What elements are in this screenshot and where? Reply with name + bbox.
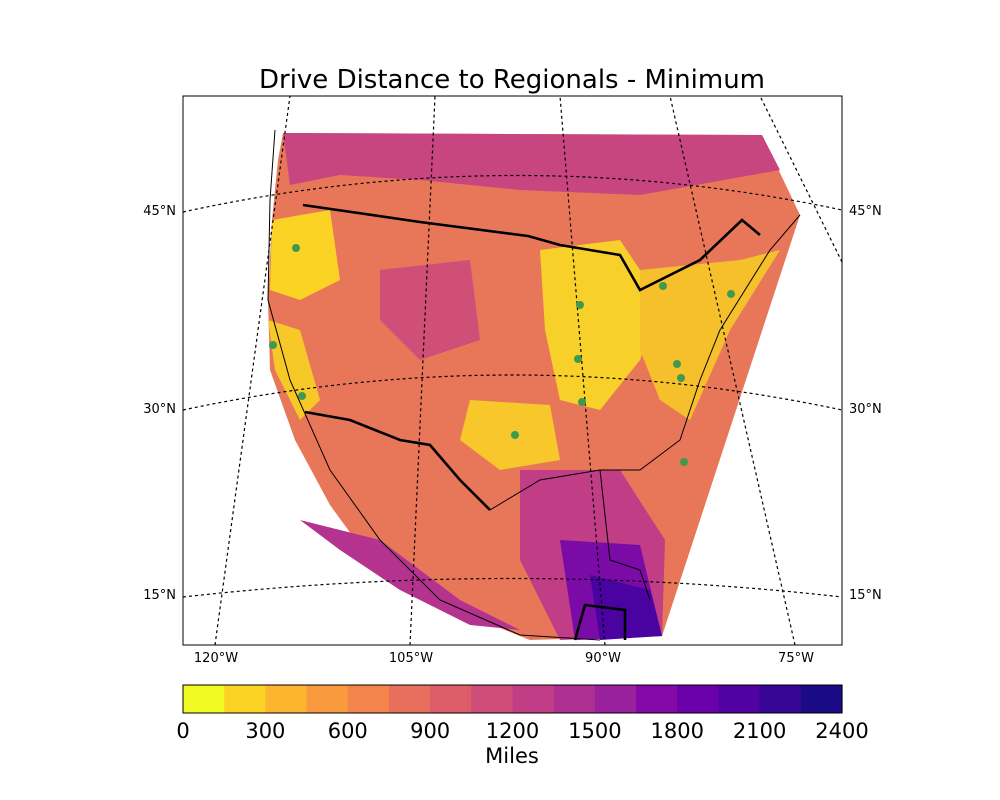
colorbar-swatch <box>430 685 472 713</box>
map-frame <box>182 95 843 646</box>
colorbar-swatch <box>347 685 390 713</box>
colorbar-swatch <box>718 685 761 713</box>
colorbar-swatch <box>636 685 678 713</box>
colorbar-label: Miles <box>485 744 539 768</box>
colorbar-tick-label: 2100 <box>733 719 786 743</box>
colorbar-swatch <box>594 685 637 713</box>
lat-label-left-15: 15°N <box>143 588 176 603</box>
lat-label-left-45: 45°N <box>143 204 176 219</box>
lat-label-right-45: 45°N <box>849 204 882 219</box>
colorbar-swatch <box>388 685 431 713</box>
lat-label-left-30: 30°N <box>143 402 176 417</box>
colorbar-swatch <box>512 685 555 713</box>
colorbar-swatch <box>800 685 843 713</box>
colorbar-frame <box>182 684 843 714</box>
map-area <box>183 96 842 645</box>
lat-label-right-15: 15°N <box>849 588 882 603</box>
lon-label-105w: 105°W <box>389 651 433 666</box>
lon-label-120w: 120°W <box>194 651 238 666</box>
colorbar-tick-label: 1200 <box>486 719 539 743</box>
colorbar-tick-label: 600 <box>328 719 368 743</box>
colorbar-tick-label: 900 <box>410 719 450 743</box>
colorbar-swatch <box>471 685 514 713</box>
colorbar-tick-label: 1500 <box>568 719 621 743</box>
colorbar-ticks: 0 300 600 900 1200 1500 1800 2100 2400 <box>176 719 868 743</box>
colorbar-swatch <box>677 685 720 713</box>
map-title: Drive Distance to Regionals - Minimum <box>259 65 765 95</box>
colorbar-tick-label: 2400 <box>815 719 868 743</box>
colorbar-swatch <box>183 685 225 713</box>
colorbar-swatch <box>306 685 349 713</box>
colorbar-tick-label: 0 <box>176 719 189 743</box>
lon-label-90w: 90°W <box>585 651 621 666</box>
colorbar-tick-label: 300 <box>245 719 285 743</box>
colorbar-swatch <box>759 685 802 713</box>
regional-markers <box>269 244 735 466</box>
colorbar <box>183 685 843 713</box>
contour-field <box>268 133 800 640</box>
graticule <box>183 96 842 645</box>
lon-label-75w: 75°W <box>778 651 814 666</box>
colorbar-swatch <box>265 685 308 713</box>
colorbar-swatch <box>224 685 266 713</box>
lat-label-right-30: 30°N <box>849 402 882 417</box>
colorbar-swatch <box>553 685 596 713</box>
borders <box>267 129 801 641</box>
colorbar-tick-label: 1800 <box>651 719 704 743</box>
